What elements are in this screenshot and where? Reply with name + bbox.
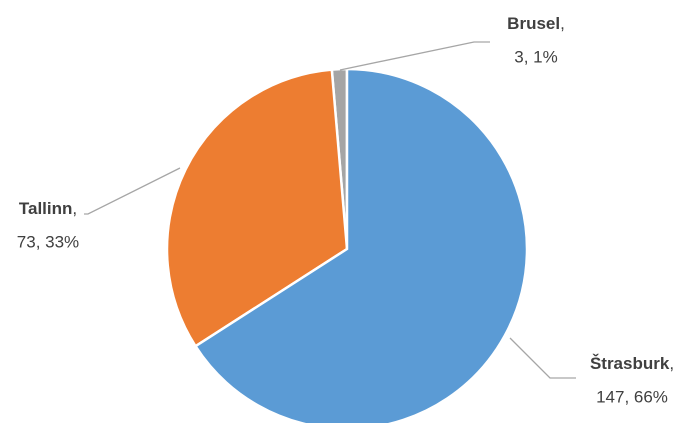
pie-slice: [193, 67, 529, 423]
category-name: Štrasburk: [590, 354, 670, 373]
data-label-value: 147, 66%: [596, 387, 668, 406]
data-label-value: 73, 33%: [17, 232, 79, 251]
leader-line: [509, 337, 576, 379]
separator: ,: [560, 14, 565, 33]
leader-line: [84, 167, 181, 215]
category-name: Tallinn: [19, 199, 73, 218]
data-label-name: Brusel,: [507, 14, 565, 33]
category-name: Brusel: [507, 14, 560, 33]
separator: ,: [669, 354, 674, 373]
data-label-name: Štrasburk,: [590, 354, 674, 373]
leader-line: [339, 41, 490, 71]
data-label-value: 3, 1%: [514, 47, 557, 66]
separator: ,: [72, 199, 77, 218]
data-label-name: Tallinn,: [19, 199, 77, 218]
